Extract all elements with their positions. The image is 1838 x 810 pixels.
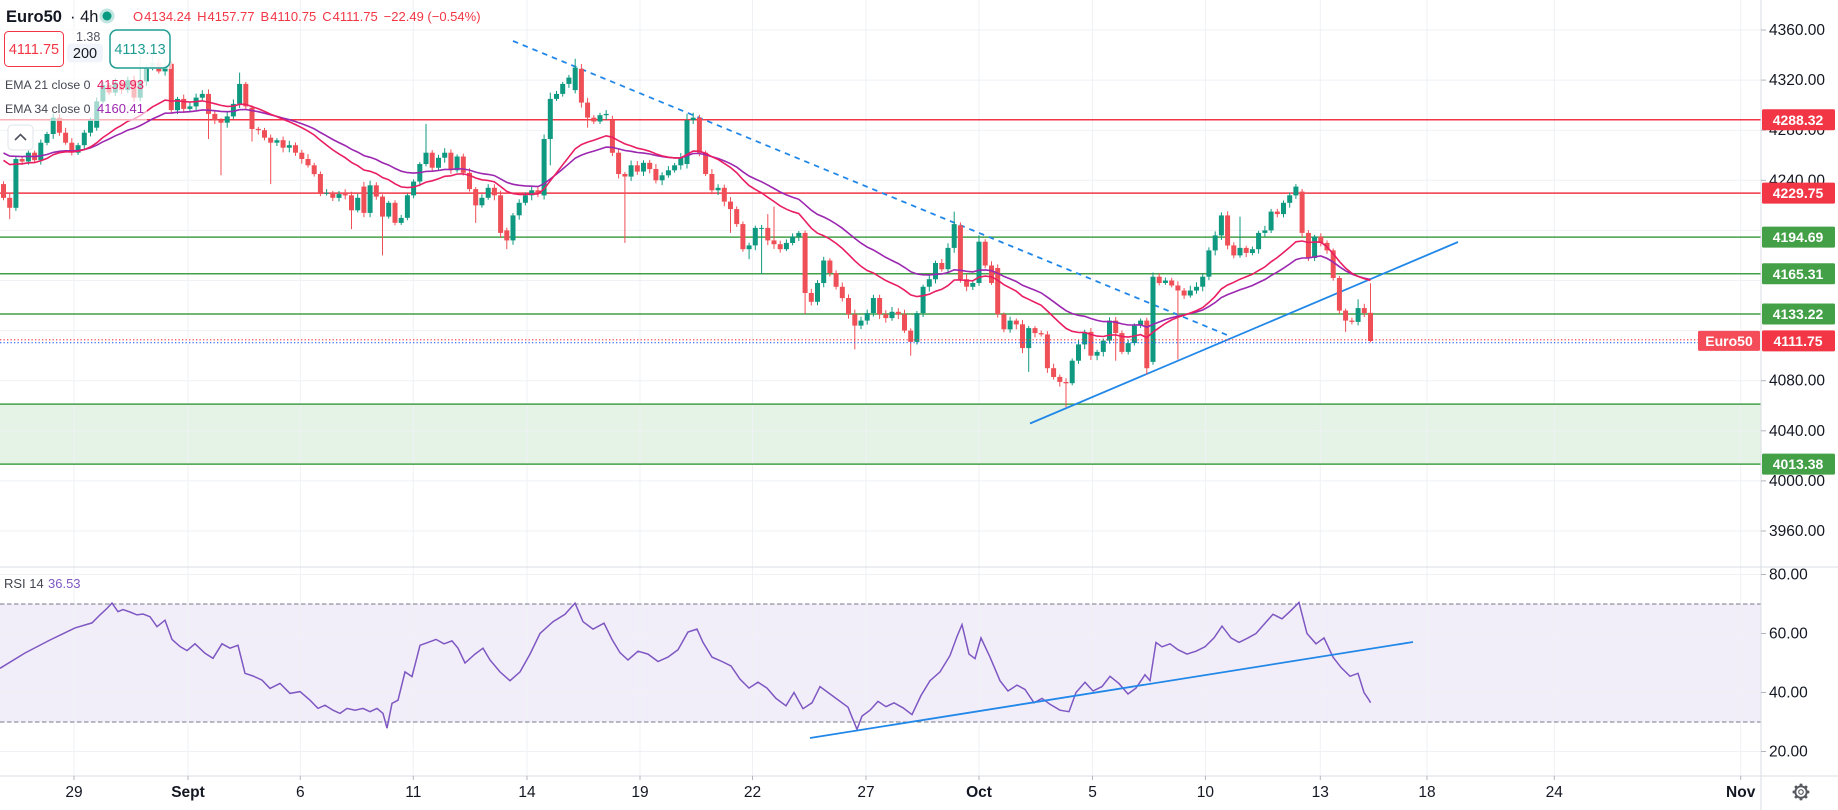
svg-text:4288.32: 4288.32 — [1773, 112, 1824, 128]
svg-text:14: 14 — [518, 784, 536, 801]
svg-text:Euro50: Euro50 — [1705, 333, 1753, 349]
svg-text:10: 10 — [1197, 784, 1215, 801]
svg-text:3960.00: 3960.00 — [1769, 523, 1825, 540]
svg-text:· 4h: · 4h — [70, 8, 98, 26]
svg-text:4159.93: 4159.93 — [97, 77, 144, 92]
svg-text:4160.41: 4160.41 — [97, 101, 144, 116]
svg-text:4040.00: 4040.00 — [1769, 423, 1825, 440]
svg-text:Oct: Oct — [966, 784, 992, 801]
svg-text:5: 5 — [1088, 784, 1097, 801]
svg-text:1.38: 1.38 — [76, 30, 100, 44]
svg-text:4000.00: 4000.00 — [1769, 473, 1825, 490]
svg-text:4013.38: 4013.38 — [1773, 456, 1824, 472]
svg-text:EMA 34 close 0: EMA 34 close 0 — [5, 102, 91, 116]
svg-text:Euro50: Euro50 — [6, 8, 62, 26]
svg-text:EMA 21 close 0: EMA 21 close 0 — [5, 78, 91, 92]
svg-text:40.00: 40.00 — [1769, 685, 1808, 702]
svg-text:4320.00: 4320.00 — [1769, 72, 1825, 89]
svg-text:4229.75: 4229.75 — [1773, 185, 1824, 201]
svg-text:22: 22 — [744, 784, 761, 801]
svg-text:36.53: 36.53 — [48, 576, 81, 591]
svg-text:18: 18 — [1418, 784, 1435, 801]
svg-text:4113.13: 4113.13 — [114, 42, 165, 58]
svg-text:6: 6 — [296, 784, 305, 801]
svg-text:29: 29 — [65, 784, 82, 801]
svg-text:80.00: 80.00 — [1769, 567, 1808, 584]
svg-text:19: 19 — [631, 784, 648, 801]
svg-text:24: 24 — [1546, 784, 1564, 801]
svg-text:4111.75: 4111.75 — [1773, 333, 1822, 349]
svg-text:200: 200 — [73, 46, 97, 62]
svg-text:4165.31: 4165.31 — [1773, 266, 1824, 282]
svg-text:11: 11 — [405, 784, 421, 801]
svg-text:4194.69: 4194.69 — [1773, 229, 1824, 245]
svg-text:RSI 14: RSI 14 — [4, 576, 44, 591]
svg-text:Nov: Nov — [1726, 784, 1756, 801]
svg-text:13: 13 — [1312, 784, 1329, 801]
svg-text:4133.22: 4133.22 — [1773, 306, 1824, 322]
svg-text:27: 27 — [857, 784, 874, 801]
svg-text:20.00: 20.00 — [1769, 744, 1808, 761]
svg-text:4111.75: 4111.75 — [9, 42, 59, 58]
svg-text:4080.00: 4080.00 — [1769, 373, 1825, 390]
svg-text:Sept: Sept — [171, 784, 205, 801]
svg-text:4360.00: 4360.00 — [1769, 22, 1825, 39]
svg-text:60.00: 60.00 — [1769, 626, 1808, 643]
